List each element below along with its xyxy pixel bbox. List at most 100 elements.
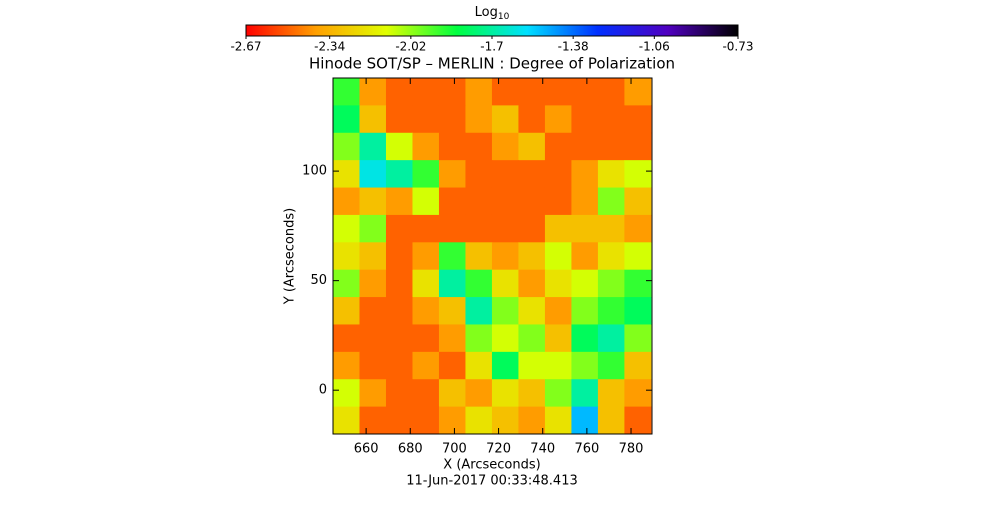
heatmap-cell	[624, 324, 652, 353]
heatmap-cell	[412, 160, 440, 189]
heatmap-cell	[465, 351, 493, 380]
heatmap-cell	[571, 297, 599, 325]
heatmap-cell	[385, 160, 413, 189]
heatmap-cell	[385, 78, 413, 106]
heatmap-cell	[597, 269, 625, 298]
heatmap-cell	[518, 351, 546, 380]
x-tick-label: 740	[530, 442, 555, 457]
heatmap-cell	[624, 214, 652, 243]
x-tick-label: 680	[398, 442, 423, 457]
heatmap-cell	[624, 187, 652, 216]
heatmap-cell	[438, 214, 466, 243]
heatmap-cell	[359, 242, 387, 271]
colorbar-tick-label: -0.73	[722, 40, 753, 54]
heatmap-cell	[518, 160, 546, 189]
heatmap-cell	[597, 324, 625, 353]
heatmap-cell	[333, 132, 360, 161]
heatmap-cell	[359, 214, 387, 243]
heatmap-cell	[571, 324, 599, 353]
heatmap-cell	[491, 379, 519, 408]
heatmap-cell	[571, 160, 599, 189]
colorbar-tick-label: -1.06	[639, 40, 670, 54]
x-axis-label: X (Arcseconds)	[443, 458, 540, 473]
heatmap-cell	[412, 78, 440, 106]
heatmap-cell	[491, 324, 519, 353]
heatmap-cell	[571, 379, 599, 408]
heatmap-cell	[624, 160, 652, 189]
plot-frame	[332, 77, 653, 435]
heatmap-cell	[597, 406, 625, 435]
heatmap-cell	[438, 160, 466, 189]
x-tick-label: 660	[354, 442, 379, 457]
heatmap-cell	[465, 160, 493, 189]
heatmap-cell	[438, 324, 466, 353]
heatmap-cell	[333, 269, 360, 298]
heatmap-cell	[359, 187, 387, 216]
heatmap-cell	[624, 406, 652, 435]
heatmap-cell	[465, 78, 493, 106]
heatmap-cell	[544, 105, 572, 134]
heatmap-cell	[571, 187, 599, 216]
heatmap-cell	[544, 324, 572, 353]
heatmap-cell	[465, 269, 493, 298]
heatmap-cell	[571, 406, 599, 435]
heatmap-cell	[385, 324, 413, 353]
heatmap-cell	[465, 379, 493, 408]
heatmap-cell	[597, 187, 625, 216]
heatmap-cell	[597, 132, 625, 161]
heatmap-cell	[359, 132, 387, 161]
chart-title: Hinode SOT/SP – MERLIN : Degree of Polar…	[309, 55, 675, 73]
heatmap-cell	[333, 187, 360, 216]
heatmap-cell	[438, 78, 466, 106]
heatmap-cell	[333, 324, 360, 353]
colorbar-tick-label: -1.7	[480, 40, 503, 54]
heatmap-cell	[518, 132, 546, 161]
heatmap-cell	[465, 297, 493, 325]
heatmap-cell	[333, 105, 360, 134]
heatmap-cell	[412, 214, 440, 243]
heatmap-cell	[438, 242, 466, 271]
heatmap-cell	[544, 78, 572, 106]
heatmap-cell	[571, 105, 599, 134]
heatmap-cell	[385, 351, 413, 380]
heatmap-cell	[333, 242, 360, 271]
heatmap-cell	[385, 297, 413, 325]
colorbar-label-subscript: 10	[498, 12, 510, 22]
heatmap-cell	[544, 160, 572, 189]
heatmap-cell	[624, 379, 652, 408]
heatmap-cell	[544, 351, 572, 380]
heatmap-cell	[518, 105, 546, 134]
heatmap-cell	[491, 78, 519, 106]
heatmap-cell	[438, 132, 466, 161]
heatmap-cell	[518, 297, 546, 325]
heatmap-cell	[359, 78, 387, 106]
heatmap	[333, 78, 652, 435]
heatmap-cell	[518, 78, 546, 106]
heatmap-cell	[333, 351, 360, 380]
heatmap-cell	[438, 379, 466, 408]
heatmap-cell	[359, 379, 387, 408]
heatmap-cell	[412, 379, 440, 408]
colorbar-tick-label: -1.38	[558, 40, 589, 54]
heatmap-cell	[518, 242, 546, 271]
heatmap-cell	[624, 297, 652, 325]
heatmap-cell	[465, 324, 493, 353]
heatmap-cell	[385, 406, 413, 435]
heatmap-cell	[465, 132, 493, 161]
heatmap-cell	[385, 242, 413, 271]
heatmap-cell	[597, 351, 625, 380]
heatmap-cell	[412, 242, 440, 271]
heatmap-cell	[438, 269, 466, 298]
y-tick-label: 0	[319, 383, 327, 398]
heatmap-cell	[544, 242, 572, 271]
heatmap-cell	[624, 132, 652, 161]
heatmap-cell	[491, 132, 519, 161]
heatmap-cell	[333, 160, 360, 189]
heatmap-cell	[359, 406, 387, 435]
heatmap-cell	[544, 269, 572, 298]
heatmap-cell	[491, 242, 519, 271]
heatmap-cell	[359, 297, 387, 325]
heatmap-cell	[491, 351, 519, 380]
